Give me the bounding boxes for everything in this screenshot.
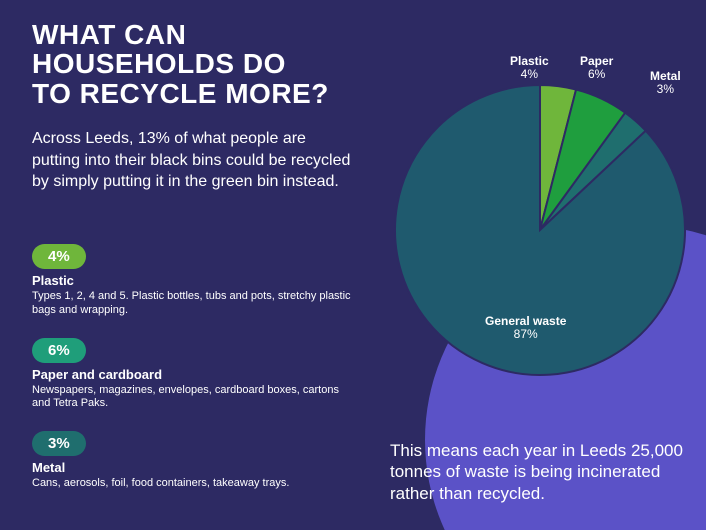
headline: WHAT CANHOUSEHOLDS DOTO RECYCLE MORE? xyxy=(32,20,329,108)
pie-chart: Plastic4%Paper6%Metal3%General waste87% xyxy=(393,83,687,377)
item-pill: 3% xyxy=(32,431,86,456)
item-0: 4% Plastic Types 1, 2, 4 and 5. Plastic bo… xyxy=(32,244,352,318)
item-label: Plastic xyxy=(32,273,352,288)
footer-text: This means each year in Leeds 25,000 ton… xyxy=(390,440,690,504)
pie-label-plastic: Plastic4% xyxy=(510,55,549,81)
item-label: Metal xyxy=(32,460,352,475)
pie-label-paper: Paper6% xyxy=(580,55,613,81)
item-label: Paper and cardboard xyxy=(32,367,352,382)
item-desc: Types 1, 2, 4 and 5. Plastic bottles, tu… xyxy=(32,290,352,318)
infographic-canvas: WHAT CANHOUSEHOLDS DOTO RECYCLE MORE? Ac… xyxy=(0,0,706,530)
item-desc: Cans, aerosols, foil, food containers, t… xyxy=(32,477,352,491)
item-pill: 4% xyxy=(32,244,86,269)
item-list: 4% Plastic Types 1, 2, 4 and 5. Plastic bo… xyxy=(32,244,352,511)
item-pill: 6% xyxy=(32,338,86,363)
item-desc: Newspapers, magazines, envelopes, cardbo… xyxy=(32,384,352,412)
pie-label-general-waste: General waste87% xyxy=(485,315,566,341)
pie-label-metal: Metal3% xyxy=(650,70,681,96)
intro-text: Across Leeds, 13% of what people are put… xyxy=(32,128,352,193)
item-2: 3% Metal Cans, aerosols, foil, food contai… xyxy=(32,431,352,491)
item-1: 6% Paper and cardboard Newspapers, magazin… xyxy=(32,338,352,412)
